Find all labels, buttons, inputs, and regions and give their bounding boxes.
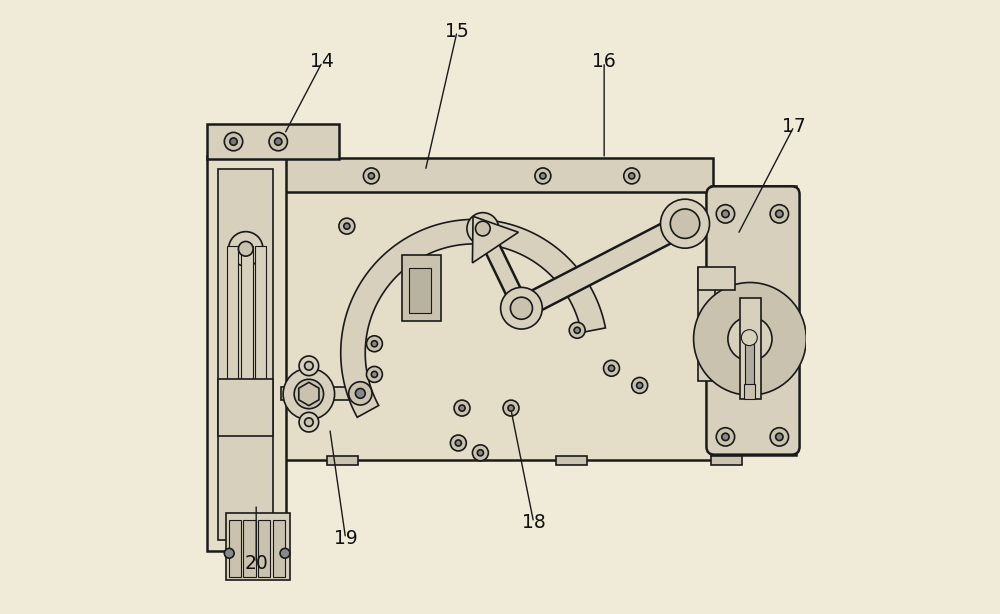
Circle shape <box>275 138 282 146</box>
Circle shape <box>344 223 350 229</box>
Bar <box>698 266 735 290</box>
Bar <box>207 157 286 551</box>
Circle shape <box>670 209 700 238</box>
Circle shape <box>637 383 643 389</box>
Bar <box>711 185 796 455</box>
Bar <box>556 456 587 465</box>
Bar <box>255 246 266 381</box>
Text: 14: 14 <box>310 52 334 71</box>
Circle shape <box>269 133 287 151</box>
Circle shape <box>770 204 789 223</box>
Circle shape <box>305 418 313 427</box>
Bar <box>229 520 241 577</box>
Polygon shape <box>516 214 690 318</box>
Bar <box>226 513 290 580</box>
Circle shape <box>224 133 243 151</box>
Bar <box>281 387 368 400</box>
Circle shape <box>229 231 263 266</box>
Text: 16: 16 <box>592 52 616 71</box>
Text: 19: 19 <box>334 529 357 548</box>
Circle shape <box>467 212 499 244</box>
Circle shape <box>776 210 783 217</box>
Circle shape <box>661 199 710 248</box>
Circle shape <box>510 297 532 319</box>
Circle shape <box>722 210 729 217</box>
Circle shape <box>371 371 377 378</box>
Circle shape <box>535 168 551 184</box>
Bar <box>284 189 713 460</box>
Circle shape <box>366 367 382 383</box>
Polygon shape <box>472 216 518 263</box>
Circle shape <box>716 428 735 446</box>
FancyBboxPatch shape <box>706 186 800 454</box>
Circle shape <box>366 336 382 352</box>
Polygon shape <box>341 219 605 418</box>
Circle shape <box>477 449 483 456</box>
Circle shape <box>455 440 461 446</box>
Circle shape <box>503 400 519 416</box>
Circle shape <box>741 330 759 348</box>
Bar <box>327 456 358 465</box>
Bar <box>218 379 273 436</box>
Bar <box>227 246 238 381</box>
Text: 18: 18 <box>522 513 546 532</box>
Bar <box>745 339 754 387</box>
Circle shape <box>349 382 372 405</box>
Circle shape <box>305 362 313 370</box>
Text: 20: 20 <box>244 554 268 573</box>
Circle shape <box>629 173 635 179</box>
Circle shape <box>608 365 615 371</box>
Bar <box>711 456 742 465</box>
Bar <box>284 158 713 192</box>
Bar <box>744 384 755 399</box>
Bar <box>740 298 761 399</box>
Circle shape <box>283 368 335 420</box>
Circle shape <box>574 327 580 333</box>
Circle shape <box>294 379 324 409</box>
Bar <box>243 520 256 577</box>
Circle shape <box>624 168 640 184</box>
Circle shape <box>368 173 374 179</box>
Circle shape <box>508 405 514 411</box>
Circle shape <box>299 356 319 376</box>
Circle shape <box>363 168 379 184</box>
Circle shape <box>770 428 789 446</box>
Circle shape <box>230 138 237 146</box>
Circle shape <box>450 435 466 451</box>
Circle shape <box>454 400 470 416</box>
Circle shape <box>540 173 546 179</box>
Circle shape <box>632 378 648 394</box>
Circle shape <box>694 282 806 395</box>
Circle shape <box>371 341 377 347</box>
Circle shape <box>355 389 365 398</box>
Text: 17: 17 <box>782 117 806 136</box>
Text: 15: 15 <box>445 22 469 41</box>
Circle shape <box>280 548 290 558</box>
Circle shape <box>776 433 783 441</box>
Bar <box>258 520 270 577</box>
Bar <box>218 169 273 540</box>
Bar <box>273 520 285 577</box>
Bar <box>402 255 441 321</box>
Circle shape <box>716 204 735 223</box>
Circle shape <box>472 445 488 460</box>
Circle shape <box>459 405 465 411</box>
Circle shape <box>339 218 355 234</box>
Bar <box>241 246 253 381</box>
Polygon shape <box>476 225 529 312</box>
Circle shape <box>604 360 619 376</box>
Circle shape <box>741 330 757 346</box>
Circle shape <box>224 548 234 558</box>
Bar <box>409 268 431 313</box>
Circle shape <box>722 433 729 441</box>
Circle shape <box>569 322 585 338</box>
Bar <box>698 268 715 381</box>
Circle shape <box>238 241 253 256</box>
Circle shape <box>299 413 319 432</box>
Circle shape <box>501 287 542 329</box>
Bar <box>207 125 339 159</box>
Circle shape <box>475 221 490 236</box>
Circle shape <box>728 317 772 361</box>
